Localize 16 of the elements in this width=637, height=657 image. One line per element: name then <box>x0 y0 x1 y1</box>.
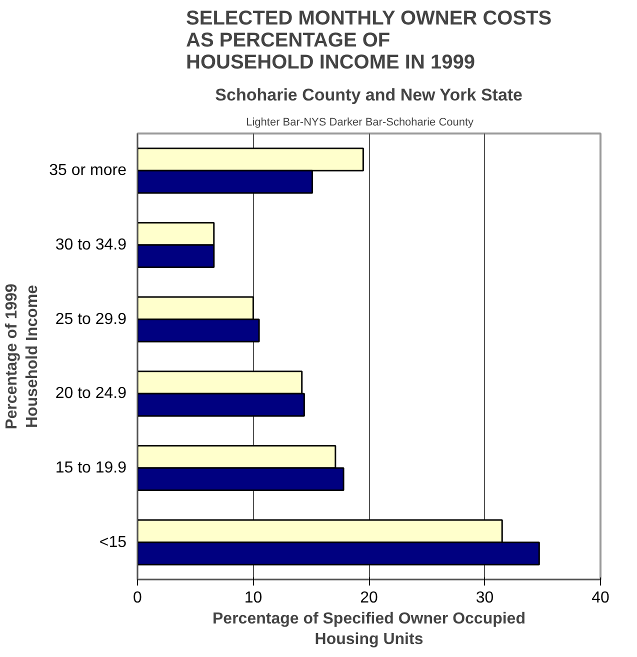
x-tick-label: 40 <box>592 590 610 606</box>
x-axis-title: Percentage of Specified Owner Occupied Housing Units <box>212 610 526 648</box>
x-tick-label: 10 <box>244 590 262 606</box>
y-tick-label: <15 <box>99 534 127 551</box>
chart-subtitle: Schoharie County and New York State <box>215 86 523 104</box>
y-axis-title: Percentage of 1999 Household Income <box>4 283 42 430</box>
y-tick-label: 15 to 19.9 <box>55 460 127 476</box>
x-tick-label: 30 <box>476 590 494 606</box>
y-tick-label: 25 to 29.9 <box>55 310 127 328</box>
y-tick-label: 20 to 24.9 <box>55 385 127 402</box>
y-tick-label: 35 or more <box>49 162 127 180</box>
x-tick-label: 0 <box>133 590 142 606</box>
text: Lighter Bar-NYS Darker Bar-Schoharie County <box>246 116 474 128</box>
x-tick-label: 20 <box>360 590 378 606</box>
chart-title: SELECTED MONTHLY OWNER COSTS AS PERCENTAGE OF HOUSEHOLD INCOME IN 1999 <box>186 8 552 74</box>
y-tick-label: 30 to 34.9 <box>55 236 127 254</box>
